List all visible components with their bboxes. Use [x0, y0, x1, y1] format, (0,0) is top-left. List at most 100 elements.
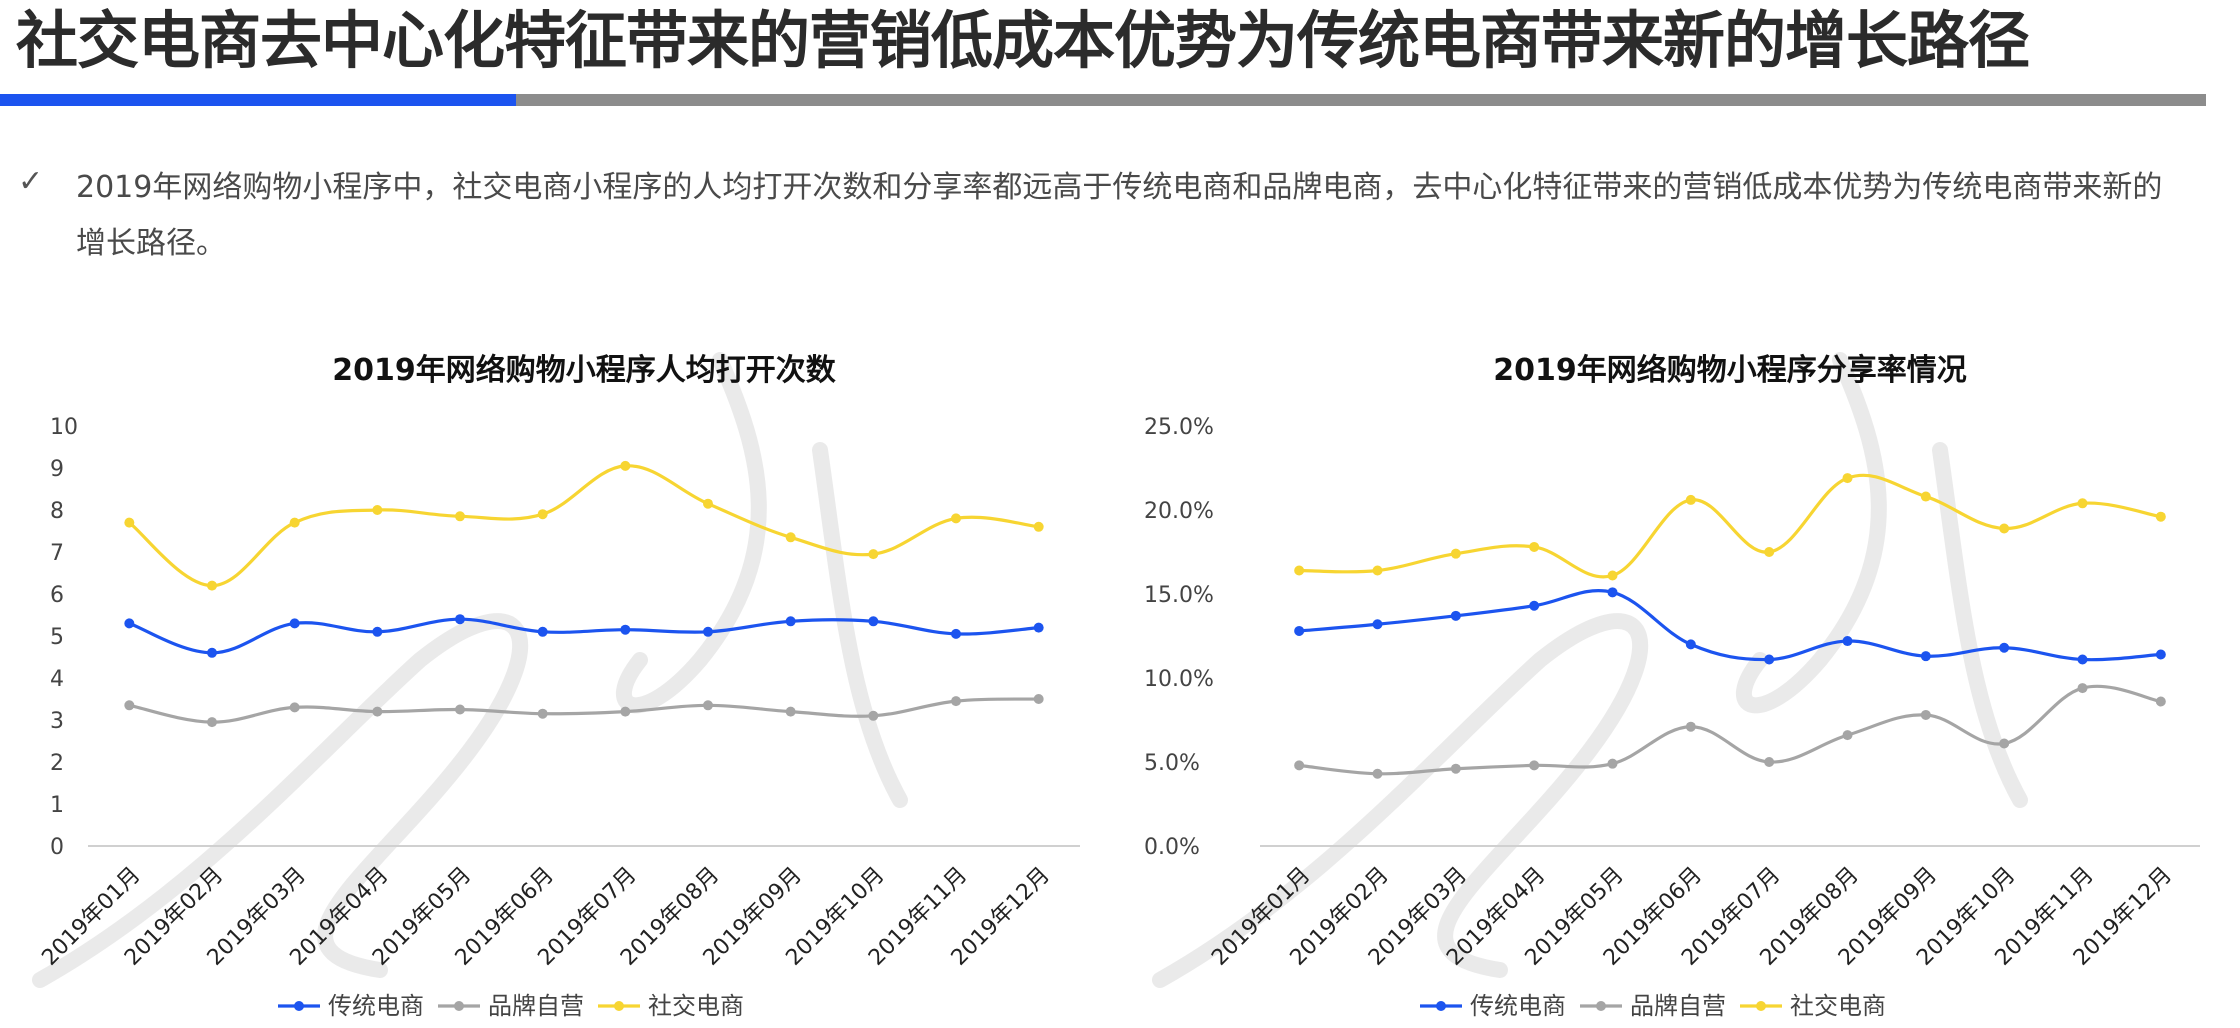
data-point [124, 700, 135, 711]
data-point [207, 717, 217, 728]
data-point [1764, 547, 1775, 557]
y-tick-label: 10 [50, 415, 78, 440]
y-tick-label: 9 [50, 457, 64, 482]
data-point [1920, 491, 1931, 502]
series-line [129, 697, 1039, 724]
legend-marker [1436, 1001, 1446, 1011]
legend-marker [1596, 1001, 1606, 1011]
data-point [951, 696, 961, 707]
data-point [1294, 565, 1305, 576]
y-tick-label: 0 [50, 835, 64, 860]
page-title: 社交电商去中心化特征带来的营销低成本优势为传统电商带来新的增长路径 [16, 4, 2030, 77]
data-point [1033, 694, 1044, 704]
legend-label: 传统电商 [328, 992, 424, 1020]
data-point [1842, 730, 1853, 741]
data-point [1529, 541, 1540, 552]
series-3 [1294, 473, 2166, 581]
data-point [1764, 757, 1775, 767]
data-point [703, 498, 713, 509]
data-point [1999, 523, 2010, 534]
data-point [1372, 565, 1383, 576]
data-point [1033, 521, 1044, 532]
legend-marker [294, 1001, 304, 1011]
legend-item: 社交电商 [598, 992, 744, 1020]
data-point [124, 517, 135, 528]
data-point [455, 614, 465, 625]
title-underline-accent [0, 94, 516, 106]
data-point [951, 513, 961, 524]
y-tick-label: 20.0% [1144, 499, 1214, 524]
data-point [620, 460, 631, 471]
data-point [537, 509, 548, 520]
series-line [128, 617, 1039, 655]
data-point [1294, 760, 1305, 771]
data-point [703, 626, 713, 637]
legend-label: 品牌自营 [488, 992, 584, 1020]
y-tick-label: 1 [50, 793, 64, 818]
data-point [1999, 642, 2010, 653]
data-point [537, 626, 548, 637]
data-point [372, 505, 383, 515]
y-tick-label: 0.0% [1144, 835, 1200, 860]
legend-item: 传统电商 [278, 992, 424, 1020]
series-2 [1294, 683, 2166, 779]
legend: 传统电商 品牌自营 社交电商 [1420, 992, 1886, 1020]
y-tick-label: 10.0% [1144, 667, 1214, 692]
chart-title: 2019年网络购物小程序分享率情况 [1493, 353, 1967, 388]
legend-label: 社交电商 [648, 992, 744, 1020]
data-point [207, 580, 217, 591]
data-point [1372, 768, 1383, 779]
data-point [785, 532, 796, 543]
y-tick-label: 4 [50, 667, 64, 692]
data-point [1529, 760, 1540, 771]
data-point [289, 517, 300, 528]
data-point [703, 700, 713, 711]
data-point [372, 626, 383, 637]
legend-item: 品牌自营 [438, 992, 584, 1020]
series-line [1299, 473, 2162, 579]
data-point [1920, 651, 1931, 662]
data-point [1685, 639, 1696, 650]
data-point [951, 628, 961, 639]
legend-label: 传统电商 [1470, 992, 1566, 1020]
data-point [124, 618, 135, 629]
checkmark-icon: ✓ [18, 164, 44, 199]
data-point [1294, 625, 1305, 636]
data-point [1842, 636, 1853, 647]
data-point [620, 706, 631, 717]
legend-marker [614, 1001, 624, 1011]
data-point [1607, 587, 1618, 598]
data-point [1999, 738, 2010, 749]
series-1 [1294, 587, 2166, 665]
data-point [868, 710, 879, 721]
y-tick-label: 6 [50, 583, 64, 608]
data-point [868, 616, 879, 627]
series-1 [124, 614, 1044, 658]
data-point [1450, 763, 1461, 774]
y-tick-label: 15.0% [1144, 583, 1214, 608]
data-point [1450, 548, 1461, 559]
y-tick-label: 7 [50, 541, 64, 566]
data-point [785, 706, 796, 717]
legend-item: 传统电商 [1420, 992, 1566, 1020]
data-point [620, 624, 631, 635]
legend-label: 品牌自营 [1630, 992, 1726, 1020]
series-line [128, 464, 1039, 588]
data-point [868, 549, 879, 560]
data-point [537, 708, 548, 719]
legend-item: 社交电商 [1740, 992, 1886, 1020]
legend-marker [1756, 1001, 1766, 1011]
chart-title: 2019年网络购物小程序人均打开次数 [332, 353, 836, 388]
data-point [1685, 494, 1696, 505]
data-point [2077, 498, 2088, 509]
summary-text: 2019年网络购物小程序中，社交电商小程序的人均打开次数和分享率都远高于传统电商… [76, 170, 2163, 261]
data-point [2155, 696, 2166, 707]
y-tick-label: 5.0% [1144, 751, 1200, 776]
data-point [1529, 600, 1540, 611]
data-point [2155, 649, 2166, 660]
data-point [372, 706, 383, 717]
data-point [289, 618, 300, 629]
title-underline [0, 94, 2206, 106]
data-point [207, 647, 217, 658]
y-tick-label: 2 [50, 751, 64, 776]
